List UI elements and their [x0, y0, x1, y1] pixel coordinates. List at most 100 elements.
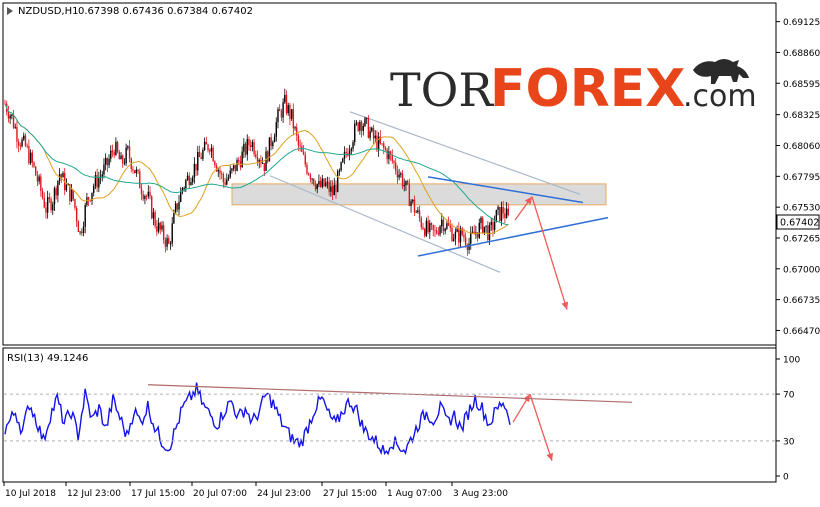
candle-body [420, 217, 422, 228]
price-tick-label: 0.67530 [783, 204, 820, 214]
candle-body [287, 105, 289, 114]
price-tick-label: 0.69125 [783, 18, 820, 28]
candle-body [383, 143, 385, 149]
resistance-zone [231, 183, 607, 206]
candle-body [164, 239, 167, 247]
candle-body [301, 146, 303, 152]
candle-body [217, 170, 219, 172]
candle-body [372, 127, 375, 139]
price-tick-label: 0.68595 [783, 80, 820, 90]
candle-body [331, 186, 334, 196]
candle-body [270, 137, 272, 146]
candle-body [313, 178, 315, 185]
candle-body [226, 179, 228, 185]
candle-body [135, 169, 138, 174]
candle-body [46, 197, 49, 213]
candle-body [43, 197, 45, 208]
candle-body [406, 180, 409, 185]
candle-body [101, 174, 103, 177]
candle-body [212, 147, 214, 162]
candle-body [362, 126, 364, 131]
candle-body [502, 207, 504, 214]
candle-body [255, 154, 257, 158]
candle-body [142, 194, 144, 200]
candle-body [38, 176, 40, 182]
candle-body [429, 223, 431, 233]
forecast-down-arrow [531, 196, 568, 310]
candle-body [111, 150, 114, 153]
candle-body [174, 203, 177, 213]
candle-body [273, 136, 276, 143]
candle-body [251, 142, 254, 147]
candle-body [77, 221, 80, 232]
candle-body [306, 164, 308, 174]
candle-body [468, 243, 470, 250]
candle-body [389, 151, 392, 155]
candle-body [244, 143, 247, 155]
price-tick-label: 0.66470 [783, 327, 820, 337]
candle-body [413, 199, 416, 213]
candle-body [205, 141, 208, 145]
candle-body [185, 180, 187, 189]
candle-body [57, 180, 59, 196]
candle-body [222, 173, 225, 183]
candle-body [464, 237, 467, 246]
ma-fast-line [4, 103, 509, 235]
price-tick-label: 0.68060 [783, 142, 820, 152]
candle-body [72, 189, 74, 200]
forecast-down-arrow-head [561, 301, 569, 310]
candle-body [296, 127, 298, 136]
candle-body [258, 160, 260, 162]
candle-body [55, 188, 57, 196]
bull-icon [693, 59, 749, 84]
candle-body [350, 148, 353, 151]
candle-body [52, 204, 54, 211]
ohlc-label: 0.67398 0.67436 0.67384 0.67402 [78, 6, 253, 17]
candle-body [161, 225, 163, 230]
candle-body [345, 151, 347, 154]
candle-body [246, 139, 248, 155]
candle-body [396, 170, 399, 178]
candle-body [45, 207, 47, 213]
candle-body [485, 225, 487, 227]
candle-body [272, 142, 274, 146]
candle-body [280, 111, 283, 118]
candle-body [290, 109, 293, 119]
rsi-forecast-down-arrow-head [546, 452, 554, 461]
candle-body [490, 221, 492, 225]
candle-body [499, 206, 501, 221]
candle-body [11, 114, 13, 116]
rsi-forecast-down-arrow [529, 393, 553, 461]
candle-body [62, 173, 64, 178]
candle-body [384, 148, 387, 150]
candle-body [398, 174, 400, 178]
candle-body [33, 162, 35, 167]
time-tick-label: 20 Jul 07:00 [193, 489, 247, 499]
candle-body [314, 184, 317, 190]
candle-body [31, 152, 33, 163]
candle-body [159, 222, 161, 230]
candle-body [207, 144, 209, 151]
candle-body [152, 212, 155, 219]
candle-body [318, 181, 320, 185]
candle-body [195, 163, 197, 171]
candle-body [209, 150, 211, 152]
candle-body [241, 151, 243, 168]
candle-body [408, 184, 411, 206]
channel-upper-line [349, 111, 581, 195]
candle-body [348, 150, 351, 156]
candle-body [328, 181, 330, 192]
candle-body [354, 123, 356, 143]
candle-body [98, 178, 100, 188]
candle-body [149, 191, 151, 197]
candle-body [427, 220, 429, 233]
candle-body [74, 199, 76, 208]
candle-body [106, 157, 109, 166]
candle-body [75, 207, 78, 222]
candle-body [355, 122, 358, 124]
candle-body [127, 146, 129, 148]
candle-body [168, 238, 170, 244]
forecast-up-arrow-head [524, 196, 532, 205]
